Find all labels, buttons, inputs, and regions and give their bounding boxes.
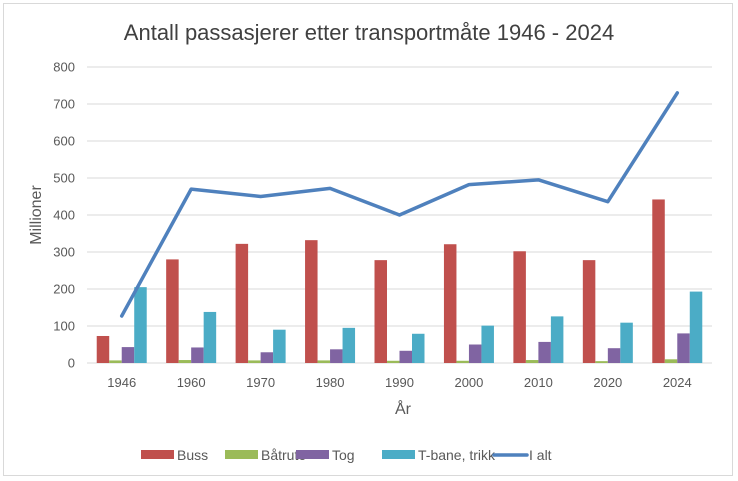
y-axis-label: Millioner <box>28 185 45 245</box>
x-tick-label: 2000 <box>454 375 483 390</box>
bar-tog-1946 <box>121 347 135 363</box>
bar-b-trute-2010 <box>525 360 539 363</box>
legend-label-buss: Buss <box>177 447 208 463</box>
bar-b-trute-1980 <box>317 360 331 363</box>
y-axis-ticks: 0 100 200 300 400 500 600 700 800 <box>53 60 75 371</box>
bar-buss-1946 <box>96 335 110 363</box>
y-tick-label: 800 <box>53 60 75 75</box>
chart-frame <box>3 3 733 476</box>
bar-b-trute-1960 <box>178 360 192 363</box>
x-tick-label: 1990 <box>385 375 414 390</box>
bar-buss-1960 <box>166 259 179 363</box>
bar-b-trute-1970 <box>248 360 261 363</box>
bar-tog-2020 <box>607 348 621 363</box>
legend-label-tog: Tog <box>332 447 355 463</box>
y-tick-label: 400 <box>53 208 75 223</box>
bar-tog-2010 <box>538 341 551 363</box>
y-tick-label: 700 <box>53 97 75 112</box>
y-tick-label: 0 <box>68 356 75 371</box>
bar-t-bane-trikk-1980 <box>342 327 356 363</box>
y-tick-label: 600 <box>53 134 75 149</box>
bar-buss-2000 <box>443 244 457 363</box>
legend-swatch-tog <box>296 450 329 459</box>
bar-b-trute-2000 <box>456 360 469 363</box>
bar-b-trute-2020 <box>595 361 608 363</box>
x-tick-label: 1946 <box>107 375 136 390</box>
bar-buss-2010 <box>513 251 526 363</box>
bar-tog-2024 <box>677 333 690 363</box>
bar-t-bane-trikk-1970 <box>273 329 286 363</box>
x-tick-label: 1960 <box>177 375 206 390</box>
bar-t-bane-trikk-2024 <box>689 291 703 363</box>
x-tick-label: 2010 <box>524 375 553 390</box>
y-tick-label: 500 <box>53 171 75 186</box>
chart-title: Antall passasjerer etter transportmåte 1… <box>124 20 614 45</box>
bars <box>96 199 703 363</box>
bar-buss-1980 <box>305 240 318 363</box>
x-tick-label: 1980 <box>316 375 345 390</box>
bar-tog-1990 <box>399 350 412 363</box>
bar-buss-1990 <box>374 260 387 363</box>
legend: Buss Båtrute Tog T-bane, trikk I alt <box>141 447 552 463</box>
legend-label-b-trute: Båtrute <box>261 447 306 463</box>
bar-t-bane-trikk-2000 <box>481 325 494 363</box>
bar-t-bane-trikk-1990 <box>412 333 425 363</box>
bar-t-bane-trikk-2010 <box>550 316 564 363</box>
bar-tog-2000 <box>468 344 482 363</box>
x-axis-ticks: 1946 1960 1970 1980 1990 2000 2010 2020 2024 <box>107 375 691 390</box>
x-tick-label: 1970 <box>246 375 275 390</box>
bar-buss-2020 <box>582 260 596 363</box>
bar-buss-2024 <box>652 199 665 363</box>
y-tick-label: 100 <box>53 319 75 334</box>
bar-buss-1970 <box>235 243 249 363</box>
bar-t-bane-trikk-2020 <box>620 322 633 363</box>
bar-b-trute-1946 <box>109 360 122 363</box>
legend-label-i-alt: I alt <box>529 447 552 463</box>
y-tick-label: 300 <box>53 245 75 260</box>
y-tick-label: 200 <box>53 282 75 297</box>
bar-b-trute-2024 <box>664 359 678 363</box>
legend-swatch-buss <box>141 450 174 459</box>
x-tick-label: 2024 <box>663 375 692 390</box>
legend-swatch-t-bane-trikk <box>382 450 415 459</box>
bar-tog-1970 <box>260 352 274 363</box>
x-tick-label: 2020 <box>593 375 622 390</box>
legend-label-t-bane-trikk: T-bane, trikk <box>418 447 496 463</box>
x-axis-label: År <box>395 399 412 418</box>
bar-tog-1980 <box>330 349 343 363</box>
total-line <box>119 91 680 318</box>
legend-swatch-b-trute <box>225 450 258 459</box>
bar-t-bane-trikk-1946 <box>134 287 147 363</box>
bar-t-bane-trikk-1960 <box>203 311 217 363</box>
bar-tog-1960 <box>191 347 204 363</box>
bar-b-trute-1990 <box>387 360 400 363</box>
